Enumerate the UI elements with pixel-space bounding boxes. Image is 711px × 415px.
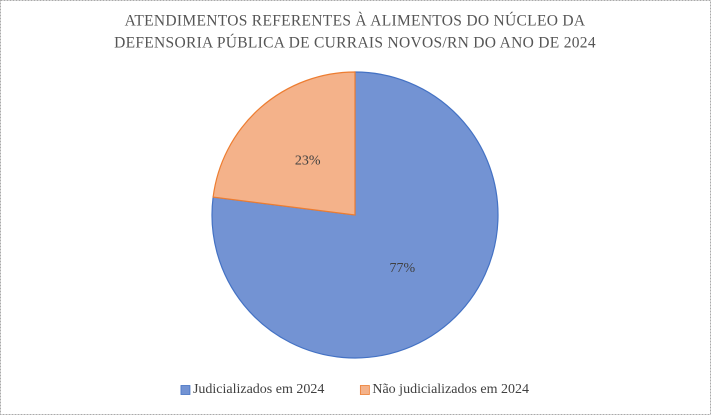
legend-swatch xyxy=(180,385,191,395)
chart-title: ATENDIMENTOS REFERENTES À ALIMENTOS DO N… xyxy=(125,13,586,30)
legend-label: Não judicializados em 2024 xyxy=(372,382,529,397)
data-label: 77% xyxy=(389,261,415,276)
pie-slice xyxy=(212,71,356,216)
data-label: 23% xyxy=(295,154,321,169)
pie-slice xyxy=(211,71,499,359)
legend-label: Judicializados em 2024 xyxy=(193,382,324,397)
legend-swatch xyxy=(359,385,370,395)
chart-title: DEFENSORIA PÚBLICA DE CURRAIS NOVOS/RN D… xyxy=(114,35,596,52)
